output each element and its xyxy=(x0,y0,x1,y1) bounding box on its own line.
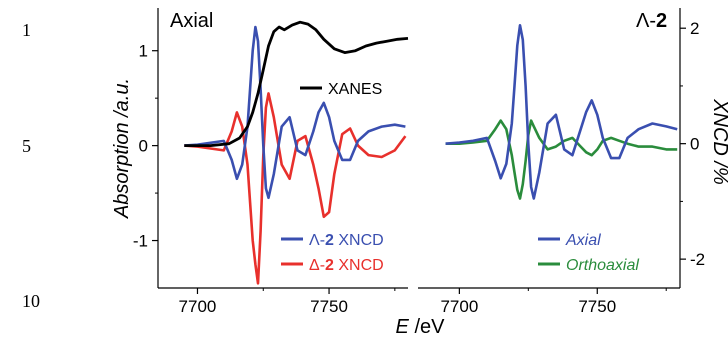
right-y-tick-label: 2 xyxy=(690,19,699,38)
right-x-tick-label: 7700 xyxy=(440,297,478,316)
left-panel-label: Axial xyxy=(170,10,213,32)
left-y-axis-title: Absorption /a.u. xyxy=(111,78,133,219)
left-x-tick-label: 7750 xyxy=(310,297,348,316)
legend-xanes-label: XANES xyxy=(328,81,382,98)
legend-delta-xncd-label: Δ-2 XNCD xyxy=(309,257,384,274)
left-y-tick-label: -1 xyxy=(133,232,148,251)
legend-lambda-xncd-label: Λ-2 XNCD xyxy=(309,232,384,249)
legend-axial-label: Axial xyxy=(565,232,601,249)
right-y-tick-label: -2 xyxy=(690,250,705,269)
right-x-tick-label: 7750 xyxy=(578,297,616,316)
left-y-tick-label: 0 xyxy=(139,137,148,156)
legend-orthoaxial-label: Orthoaxial xyxy=(566,257,639,274)
left-y-tick-label: 1 xyxy=(139,42,148,61)
line-number-10: 10 xyxy=(22,291,40,311)
right-panel-label: Λ-2 xyxy=(636,10,667,32)
delta-xncd-line xyxy=(184,92,407,285)
left-x-tick-label: 7700 xyxy=(179,297,217,316)
axial-line xyxy=(445,24,678,200)
right-y-axis-title: XNCD /% xyxy=(709,98,728,185)
line-number-1: 1 xyxy=(22,20,31,40)
x-axis-title: E /eV xyxy=(396,316,446,338)
orthoaxial-line xyxy=(445,119,678,200)
right-y-tick-label: 0 xyxy=(690,135,699,154)
lambda-xncd-line xyxy=(184,25,406,200)
xanes-line xyxy=(184,20,409,147)
line-number-5: 5 xyxy=(22,136,31,156)
